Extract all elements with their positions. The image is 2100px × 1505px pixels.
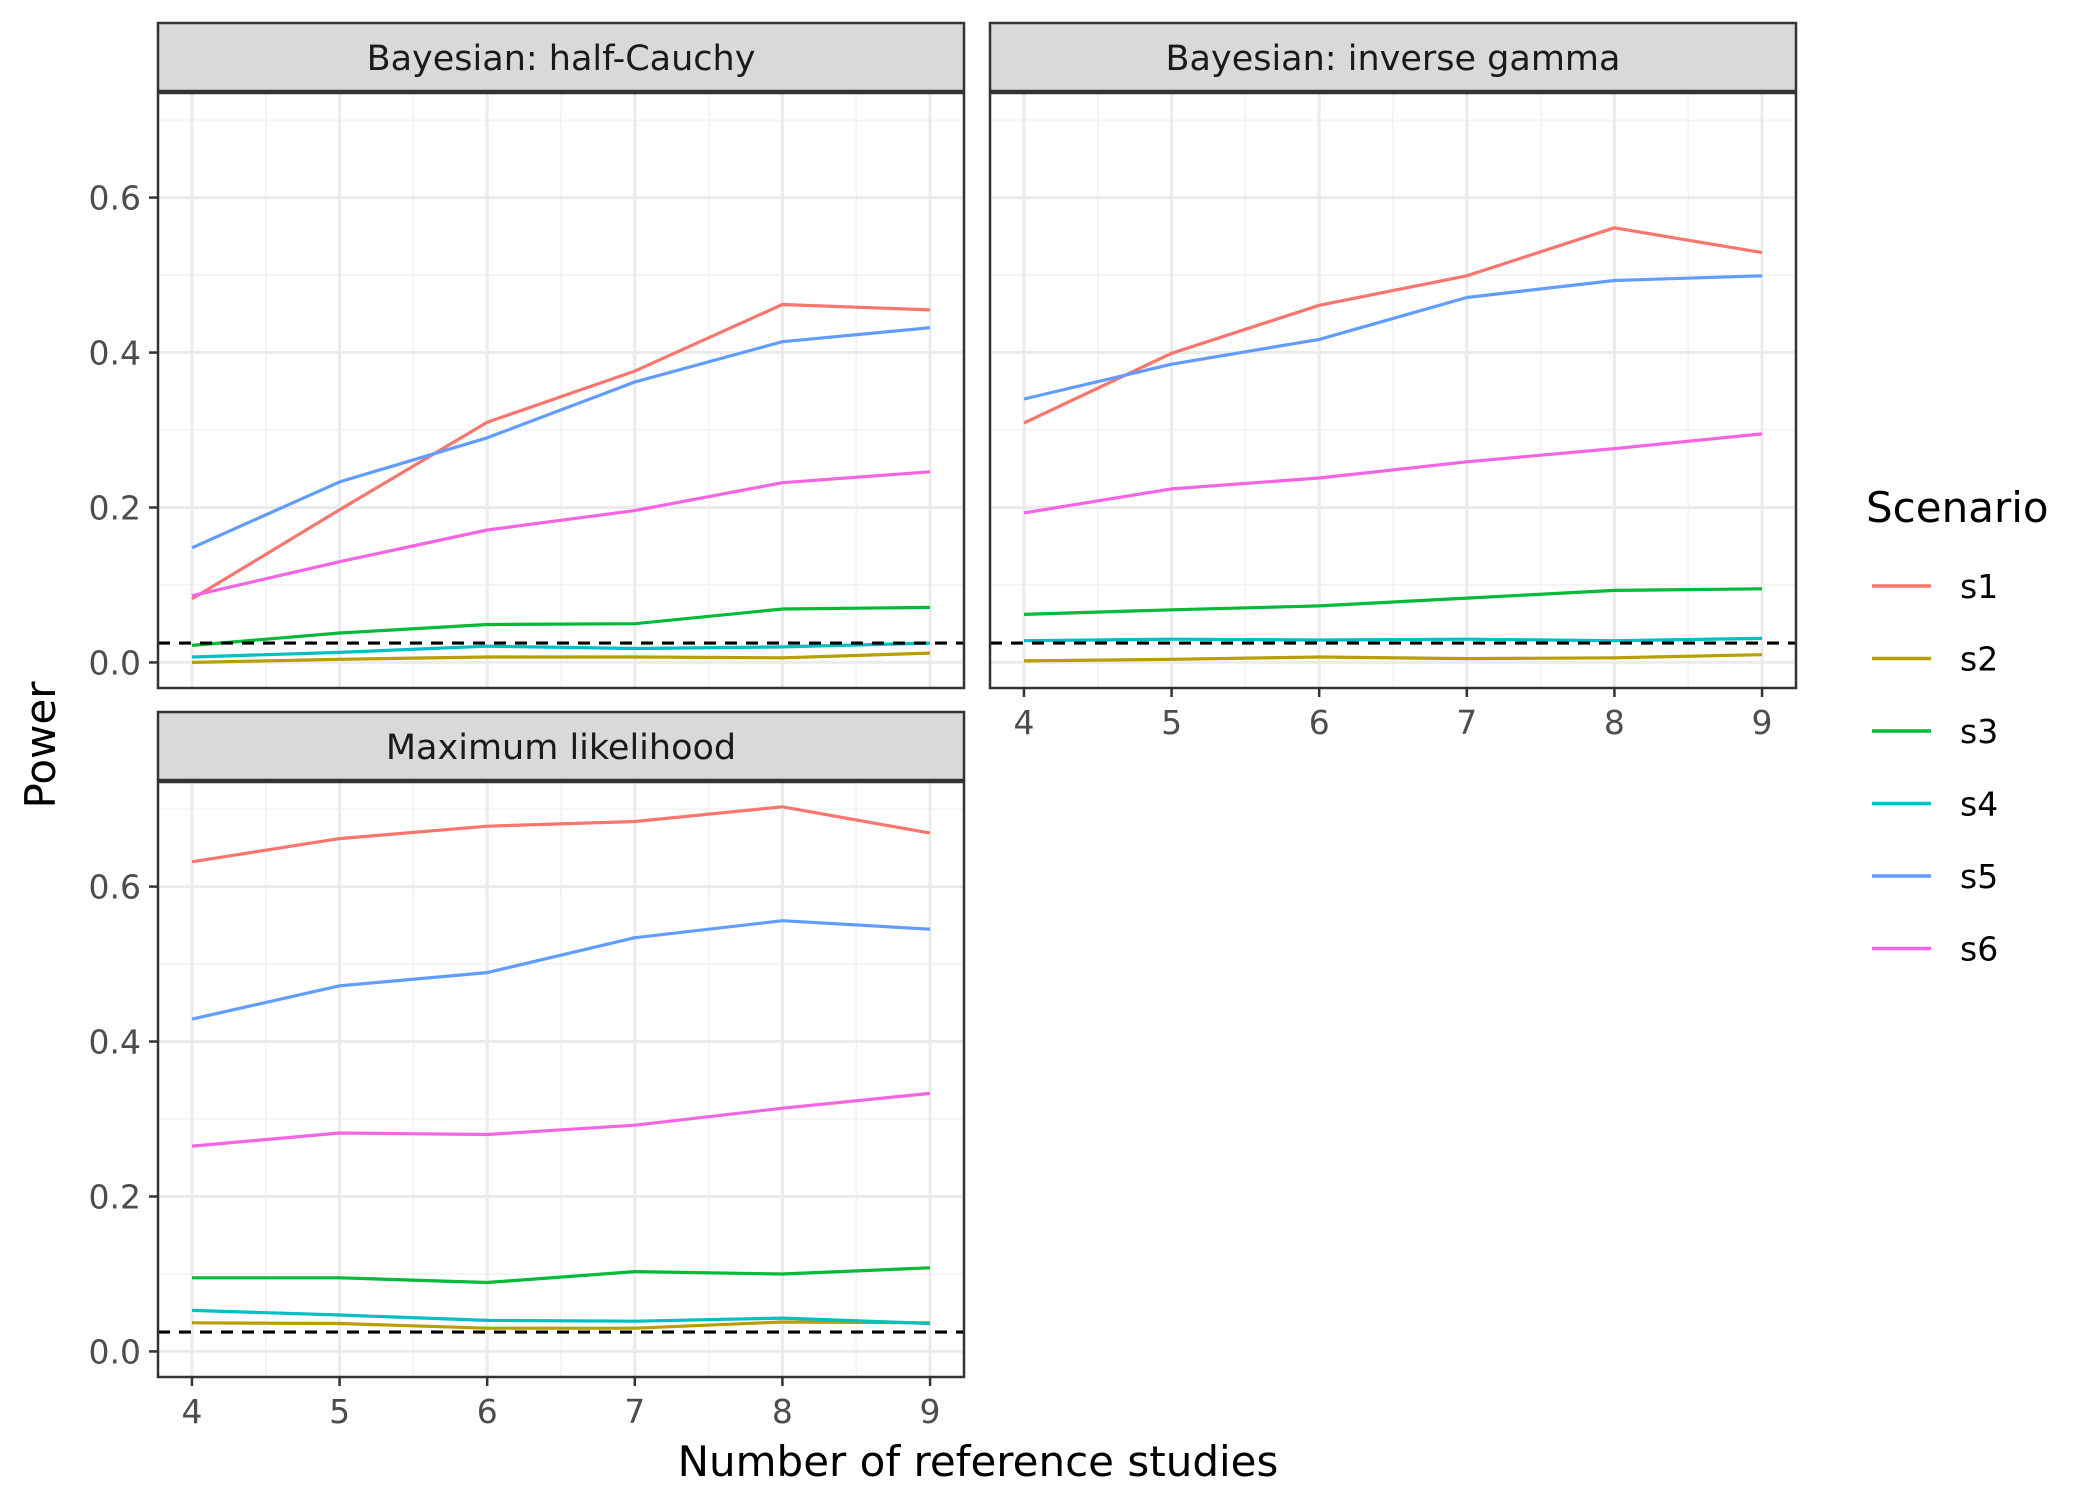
- legend-entry-s5: s5: [1872, 857, 1998, 896]
- panel-strip: [988, 21, 1798, 93]
- x-tick-label: 7: [1456, 703, 1477, 742]
- series-line-s6: [191, 470, 931, 598]
- series-line-s5: [191, 919, 931, 1021]
- panel-2: Bayesian: inverse gamma 4 5 6 7 8 9: [988, 21, 1798, 742]
- series-line-s3: [191, 605, 931, 647]
- x-tick-label: 6: [477, 1392, 498, 1431]
- panel-title: Maximum likelihood: [386, 728, 736, 768]
- y-tick-label: 0.0: [89, 643, 141, 682]
- legend-label: s2: [1960, 640, 1998, 679]
- legend-entries: s1 s2 s3 s4 s5 s6: [1872, 567, 1998, 969]
- series-line-s4: [1023, 636, 1763, 643]
- series-line-s2: [191, 1320, 931, 1330]
- series-line-s2: [1023, 653, 1763, 663]
- x-tick-label: 9: [1752, 703, 1773, 742]
- legend-entry-s6: s6: [1872, 930, 1998, 969]
- panel-strip: [156, 710, 966, 782]
- series-line-s1: [191, 302, 931, 601]
- y-axis-title: Power: [16, 681, 65, 809]
- legend-entry-s3: s3: [1872, 712, 1998, 751]
- panel-border: [156, 780, 966, 1379]
- y-tick-label: 0.4: [89, 1023, 141, 1062]
- x-tick-label: 5: [1161, 703, 1182, 742]
- x-tick-label: 9: [920, 1392, 941, 1431]
- panel-1: Bayesian: half-Cauchy 0.0 0.2 0.4 0.6: [89, 21, 966, 690]
- series-line-s6: [191, 1091, 931, 1148]
- series-line-s3: [1023, 587, 1763, 616]
- legend-entry-s2: s2: [1872, 640, 1998, 679]
- y-tick-label: 0.2: [89, 1177, 141, 1216]
- legend-entry-s4: s4: [1872, 785, 1998, 824]
- series-line-s1: [191, 805, 931, 864]
- x-tick-label: 7: [624, 1392, 645, 1431]
- x-tick-label: 6: [1309, 703, 1330, 742]
- panel-title: Bayesian: half-Cauchy: [367, 39, 756, 79]
- series-line-s5: [1023, 274, 1763, 401]
- x-tick-label: 4: [181, 1392, 202, 1431]
- x-tick-label: 8: [1604, 703, 1625, 742]
- panel-strip: [156, 21, 966, 93]
- x-axis-title: Number of reference studies: [678, 1437, 1279, 1486]
- y-tick-label: 0.0: [89, 1332, 141, 1371]
- x-tick-label: 4: [1013, 703, 1034, 742]
- legend-label: s1: [1960, 567, 1998, 606]
- y-tick-label: 0.6: [89, 179, 141, 218]
- legend-label: s3: [1960, 712, 1998, 751]
- series-line-s1: [1023, 226, 1763, 425]
- legend-title: Scenario: [1866, 483, 2049, 532]
- panel-3: Maximum likelihood 0.0 0.2 0.4 0.6 4 5 6 7 8 9: [89, 710, 966, 1431]
- series-line-s6: [1023, 432, 1763, 515]
- series-line-s5: [191, 326, 931, 550]
- legend-label: s5: [1960, 857, 1998, 896]
- panels-layer: Bayesian: half-Cauchy0.00.20.40.6Bayesia…: [89, 21, 1798, 1431]
- axis-labels: Number of reference studies Power: [16, 681, 1278, 1486]
- legend: Scenario s1 s2 s3 s4 s5 s6: [1866, 483, 2049, 969]
- panel-border: [988, 91, 1798, 690]
- series-line-s4: [191, 1308, 931, 1326]
- series-line-s3: [192, 1266, 931, 1285]
- series-line-s4: [191, 641, 931, 659]
- y-tick-label: 0.4: [89, 334, 141, 373]
- legend-entry-s1: s1: [1872, 567, 1998, 606]
- legend-label: s6: [1960, 930, 1998, 969]
- x-tick-label: 5: [329, 1392, 350, 1431]
- x-tick-label: 8: [772, 1392, 793, 1431]
- panel-border: [156, 91, 966, 690]
- y-tick-label: 0.2: [89, 488, 141, 527]
- series-line-s2: [191, 651, 931, 664]
- y-tick-label: 0.6: [89, 868, 141, 907]
- panel-title: Bayesian: inverse gamma: [1166, 39, 1621, 79]
- legend-label: s4: [1960, 785, 1998, 824]
